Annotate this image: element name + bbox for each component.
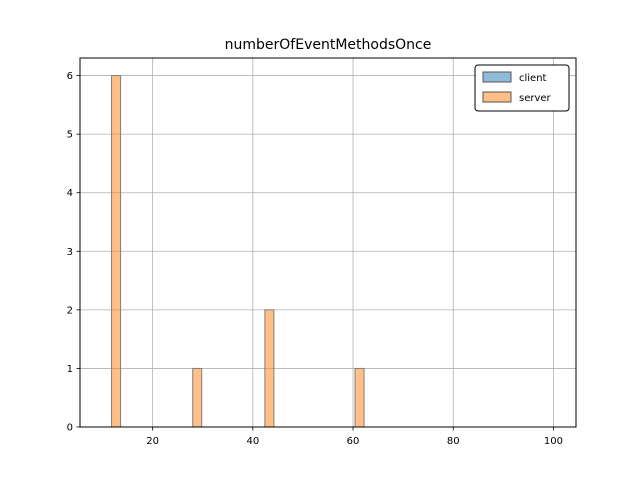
legend: client server: [474, 64, 570, 112]
server-bar: [111, 75, 122, 428]
y-tick-label: 5: [67, 130, 73, 141]
x-tick-label: 60: [347, 436, 360, 447]
legend-label-server: server: [519, 93, 552, 104]
y-tick-label: 2: [67, 305, 73, 316]
y-tick-label: 0: [67, 423, 73, 434]
y-tick-label: 3: [67, 247, 73, 258]
server-bar: [264, 309, 275, 428]
server-bar: [192, 367, 203, 428]
server-bar: [354, 367, 365, 428]
x-tick-label: 80: [447, 436, 460, 447]
plot-frame: [79, 57, 577, 428]
legend-items: client server: [482, 71, 552, 104]
x-tick-label: 40: [246, 436, 259, 447]
y-tick-label: 1: [67, 364, 73, 375]
x-axis-ticks: 20 40 60 80 100: [146, 427, 563, 447]
legend-swatch-server: [482, 91, 512, 103]
chart-title: numberOfEventMethodsOnce: [225, 37, 432, 53]
x-tick-label: 100: [544, 436, 563, 447]
y-tick-label: 4: [67, 188, 73, 199]
y-tick-label: 6: [67, 71, 73, 82]
legend-label-client: client: [519, 73, 547, 84]
legend-swatch-client: [482, 71, 512, 83]
grid-lines: [80, 58, 576, 428]
x-tick-label: 20: [146, 436, 159, 447]
y-axis-ticks: 0 1 2 3 4 5 6: [67, 71, 80, 434]
